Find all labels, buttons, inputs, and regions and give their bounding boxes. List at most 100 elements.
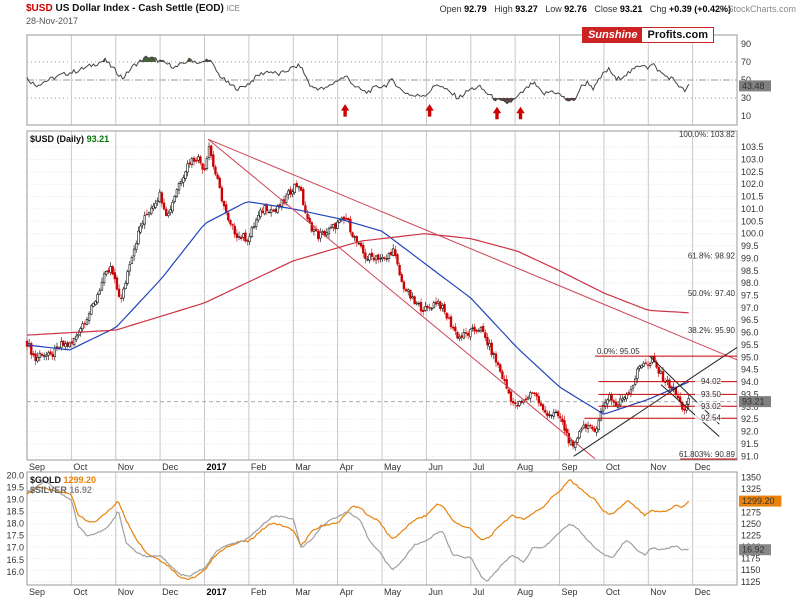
svg-text:95.0: 95.0 — [741, 352, 759, 362]
svg-text:102.0: 102.0 — [741, 179, 764, 189]
month-label: Sep — [562, 587, 578, 597]
svg-text:70: 70 — [741, 57, 751, 67]
price-tag-box — [739, 80, 771, 92]
svg-text:103.5: 103.5 — [741, 142, 764, 152]
svg-text:10: 10 — [741, 111, 751, 121]
main-series-symbol: $USD — [30, 134, 55, 144]
svg-text:16.5: 16.5 — [6, 555, 24, 565]
sunshine-profits-logo[interactable]: Sunshine Profits.com — [581, 27, 714, 43]
trendline — [207, 138, 738, 361]
gold-line — [26, 479, 690, 581]
month-label: May — [384, 587, 402, 597]
fibonacci-label: 50.0%: 97.40 — [688, 289, 736, 298]
month-label: Dec — [162, 587, 179, 597]
price-tag-box — [739, 544, 771, 556]
month-label: Aug — [517, 462, 533, 472]
svg-text:92.0: 92.0 — [741, 427, 759, 437]
svg-text:1150: 1150 — [741, 565, 760, 575]
svg-text:93.02: 93.02 — [701, 402, 722, 411]
month-label: Oct — [606, 587, 621, 597]
svg-text:103.0: 103.0 — [741, 154, 764, 164]
month-label: 2017 — [207, 587, 227, 597]
fibonacci-label: 38.2%: 95.90 — [688, 326, 736, 335]
svg-text:1350: 1350 — [741, 473, 761, 483]
chg-value: +0.39 (+0.42%) — [668, 4, 731, 14]
open-value: 92.79 — [464, 4, 487, 14]
svg-text:94.5: 94.5 — [741, 365, 759, 375]
month-label: Sep — [29, 587, 45, 597]
month-label: Feb — [251, 462, 267, 472]
buy-signal-arrow — [516, 106, 525, 120]
ticker-symbol: $USD — [26, 3, 53, 14]
svg-text:1275: 1275 — [741, 507, 761, 517]
svg-text:91.0: 91.0 — [741, 451, 759, 461]
month-label: Oct — [73, 587, 88, 597]
ma50-line — [26, 201, 689, 415]
fibonacci-label: 100.0%: 103.82 — [679, 130, 736, 139]
main-series-timeframe: (Daily) — [56, 134, 85, 144]
logo-sunshine: Sunshine — [582, 28, 643, 42]
buy-signal-arrow — [492, 106, 502, 120]
svg-text:92.54: 92.54 — [701, 414, 722, 423]
svg-text:1325: 1325 — [741, 484, 761, 494]
svg-text:18.0: 18.0 — [6, 519, 24, 529]
chart-date: 28-Nov-2017 — [26, 16, 79, 26]
fibonacci-label: 61.8%: 98.92 — [688, 251, 736, 260]
main-series-value: 93.21 — [86, 134, 110, 144]
svg-text:17.0: 17.0 — [6, 543, 24, 553]
svg-text:43.48: 43.48 — [742, 81, 765, 91]
high-label: High — [494, 4, 513, 14]
trendline — [660, 384, 720, 437]
main-panel: 91.091.592.092.593.093.594.094.595.095.5… — [25, 130, 771, 472]
buy-signal-arrow — [340, 104, 350, 117]
svg-text:99.5: 99.5 — [741, 241, 759, 251]
svg-text:100.5: 100.5 — [741, 216, 764, 226]
svg-text:90: 90 — [741, 39, 751, 49]
month-label: Jul — [473, 462, 485, 472]
svg-text:93.50: 93.50 — [701, 390, 722, 399]
svg-text:99.0: 99.0 — [741, 253, 759, 263]
month-label: Sep — [562, 462, 578, 472]
svg-text:101.0: 101.0 — [741, 204, 764, 214]
buy-signal-arrow — [425, 104, 434, 117]
svg-text:96.5: 96.5 — [741, 315, 759, 325]
silver-value: 16.92 — [69, 485, 92, 495]
gold-series-label: $GOLD 1299.20 — [30, 475, 96, 485]
close-value: 93.21 — [619, 4, 643, 14]
trendline — [573, 346, 738, 457]
month-label: Apr — [340, 462, 354, 472]
gold-silver-panel: 1350132513001275125012251200117511501125… — [6, 471, 782, 597]
low-value: 92.76 — [564, 4, 587, 14]
main-series-label: $USD (Daily) 93.21 — [30, 134, 109, 144]
month-label: Jun — [428, 462, 443, 472]
svg-text:97.5: 97.5 — [741, 291, 759, 301]
price-tag-box — [739, 396, 771, 408]
close-label: Close — [594, 4, 618, 14]
fibonacci-label: 61.803%: 90.89 — [679, 450, 736, 459]
svg-text:1225: 1225 — [741, 530, 761, 540]
svg-text:30: 30 — [741, 93, 751, 103]
month-label: Sep — [29, 462, 45, 472]
svg-text:97.0: 97.0 — [741, 303, 759, 313]
svg-text:1175: 1175 — [741, 554, 760, 564]
svg-text:98.0: 98.0 — [741, 278, 759, 288]
month-label: Nov — [650, 587, 667, 597]
svg-text:102.5: 102.5 — [741, 167, 764, 177]
month-label: Nov — [118, 462, 135, 472]
month-label: Mar — [295, 587, 311, 597]
svg-text:1125: 1125 — [741, 577, 760, 587]
svg-text:92.5: 92.5 — [741, 414, 759, 424]
month-label: Jul — [473, 587, 485, 597]
svg-text:18.5: 18.5 — [6, 507, 24, 517]
ohlc-quote: Open 92.79 High 93.27 Low 92.76 Close 93… — [440, 4, 736, 14]
month-label: Apr — [340, 587, 354, 597]
price-tag-box — [739, 495, 782, 507]
month-label: Nov — [118, 587, 135, 597]
month-label: May — [384, 462, 402, 472]
month-label: Dec — [695, 587, 712, 597]
trendline — [649, 355, 720, 425]
silver-series-label: $SILVER 16.92 — [30, 485, 92, 495]
svg-text:93.5: 93.5 — [741, 389, 759, 399]
month-label: Mar — [295, 462, 311, 472]
